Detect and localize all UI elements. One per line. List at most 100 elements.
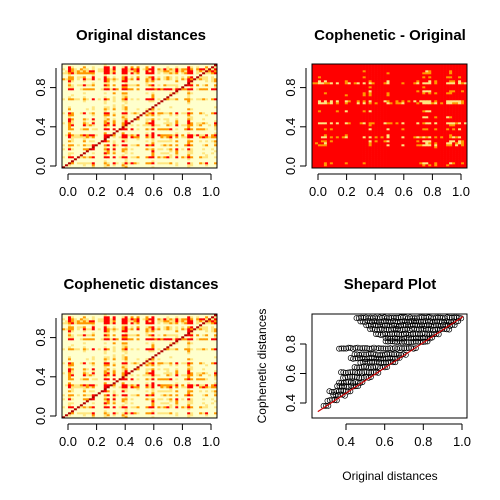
heatmap-cell — [70, 144, 75, 147]
heatmap-cell — [434, 110, 438, 113]
heatmap-cell — [214, 150, 218, 153]
heatmap-cell — [100, 78, 105, 81]
heatmap-cell — [350, 122, 355, 125]
heatmap-cell — [133, 144, 137, 147]
heatmap-cell — [157, 108, 161, 111]
heatmap-cell — [431, 96, 435, 99]
chart-title: Original distances — [76, 27, 206, 44]
heatmap-cell — [130, 70, 134, 73]
heatmap-cell — [88, 100, 93, 103]
heatmap-cell — [214, 64, 218, 67]
heatmap-cell — [199, 104, 203, 107]
heatmap-cell — [64, 136, 69, 139]
heatmap-cell — [112, 92, 116, 95]
heatmap-cell — [196, 120, 200, 123]
heatmap-cell — [151, 104, 155, 107]
heatmap-cell — [62, 120, 66, 123]
heatmap-cell — [145, 84, 149, 87]
heatmap-cell — [323, 86, 328, 89]
heatmap-cell — [428, 104, 432, 107]
heatmap-cell — [148, 110, 152, 113]
heatmap-cell — [329, 124, 334, 127]
heatmap-cell — [88, 68, 93, 71]
heatmap-cell — [338, 84, 343, 87]
heatmap-cell — [359, 88, 363, 91]
heatmap-cell — [91, 144, 96, 147]
heatmap-cell — [416, 162, 420, 165]
heatmap-cell — [154, 144, 158, 147]
heatmap-cell — [136, 148, 140, 151]
heatmap-cell — [422, 156, 426, 159]
heatmap-cell — [449, 122, 453, 125]
heatmap-cell — [443, 158, 447, 161]
heatmap-cell — [320, 158, 325, 161]
heatmap-cell — [341, 86, 346, 89]
heatmap-cell — [199, 102, 203, 105]
heatmap-cell — [163, 164, 167, 167]
heatmap-cell — [190, 74, 194, 77]
heatmap-cell — [425, 166, 429, 169]
heatmap-cell — [118, 76, 122, 79]
heatmap-cell — [97, 162, 102, 165]
heatmap-cell — [326, 104, 331, 107]
heatmap-cell — [145, 130, 149, 133]
heatmap-cell — [464, 122, 468, 125]
heatmap-cell — [404, 148, 408, 151]
heatmap-cell — [335, 86, 340, 89]
heatmap-cell — [455, 116, 459, 119]
heatmap-cell — [175, 154, 179, 157]
heatmap-cell — [151, 166, 155, 169]
heatmap-cell — [407, 80, 411, 83]
heatmap-cell — [160, 122, 164, 125]
heatmap-cell — [82, 82, 87, 85]
heatmap-cell — [91, 126, 96, 129]
heatmap-cell — [368, 140, 372, 143]
x-axis: 0.0 0.2 0.4 0.6 0.8 1.0 — [59, 173, 220, 199]
heatmap-cell — [82, 128, 87, 131]
heatmap-cell — [455, 128, 459, 131]
heatmap-cell — [386, 156, 390, 159]
heatmap-cell — [208, 140, 212, 143]
heatmap-cell — [178, 156, 182, 159]
heatmap-cell — [82, 138, 87, 141]
heatmap-cell — [419, 146, 423, 149]
heatmap-cell — [148, 128, 152, 131]
heatmap-cell — [79, 76, 84, 79]
heatmap-cell — [341, 140, 346, 143]
heatmap-cell — [73, 164, 78, 167]
heatmap-cell — [70, 158, 75, 161]
heatmap-cell — [118, 66, 122, 69]
heatmap-cell — [187, 110, 191, 113]
heatmap-cell — [175, 106, 179, 109]
heatmap-cell — [329, 120, 334, 123]
heatmap-cell — [181, 130, 185, 133]
heatmap-cell — [422, 96, 426, 99]
heatmap-cell — [413, 138, 417, 141]
heatmap-cell — [338, 88, 343, 91]
heatmap-cell — [425, 130, 429, 133]
heatmap-cell — [163, 158, 167, 161]
heatmap-cell — [341, 88, 346, 91]
heatmap-cell — [136, 92, 140, 95]
heatmap-cell — [312, 144, 316, 147]
heatmap-cell — [97, 98, 102, 101]
heatmap-cell — [151, 118, 155, 121]
heatmap-cell — [362, 166, 366, 169]
heatmap-cell — [413, 132, 417, 135]
heatmap-cell — [314, 100, 319, 103]
heatmap-cell — [91, 152, 96, 155]
heatmap-cell — [73, 148, 78, 151]
heatmap-cell — [312, 160, 316, 163]
heatmap-cell — [464, 110, 468, 113]
heatmap-cell — [425, 144, 429, 147]
heatmap-cell — [115, 162, 119, 165]
heatmap-cell — [431, 104, 435, 107]
heatmap-cell — [62, 158, 66, 161]
heatmap-cell — [377, 142, 381, 145]
heatmap-cell — [136, 96, 140, 99]
heatmap-cell — [413, 148, 417, 151]
heatmap-cell — [148, 98, 152, 101]
heatmap-cell — [79, 160, 84, 163]
heatmap-cell — [85, 100, 90, 103]
heatmap-cell — [410, 152, 414, 155]
